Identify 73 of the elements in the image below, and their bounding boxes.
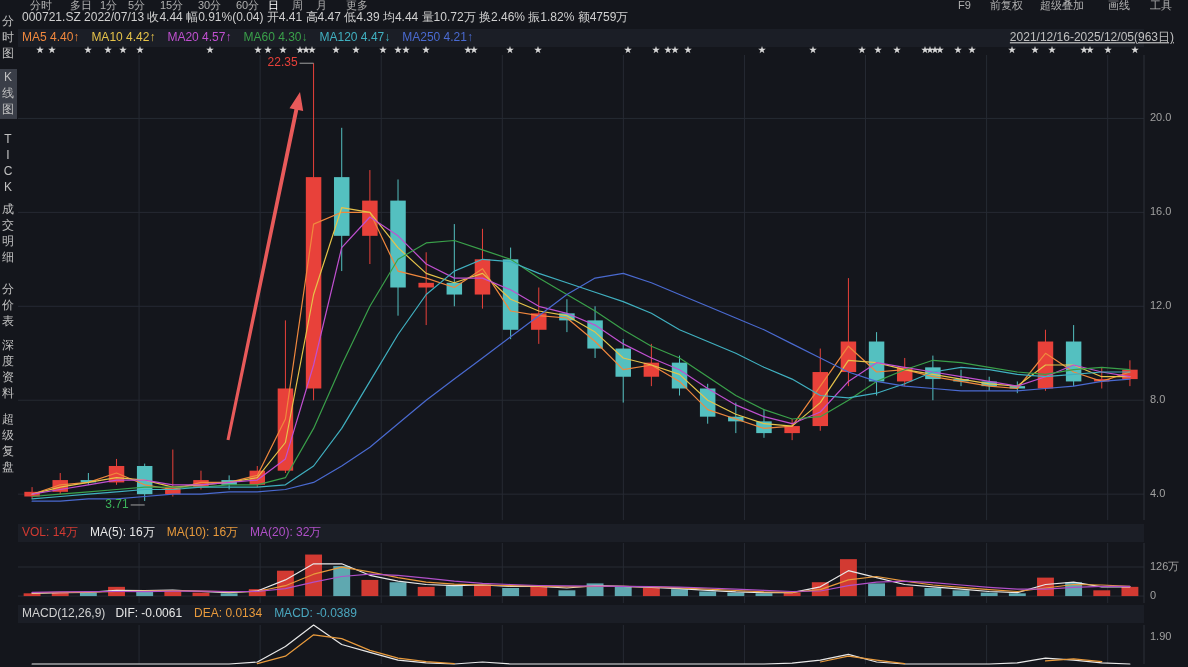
- bar: [333, 566, 351, 597]
- y-tick-label: 126万: [1150, 559, 1180, 572]
- bar: [614, 586, 632, 597]
- text: 更多: [346, 0, 368, 11]
- text: TICK: [3, 132, 13, 195]
- text: 周: [292, 0, 303, 11]
- text: 成交明细: [2, 202, 14, 265]
- bar: [868, 583, 886, 597]
- text: 60分: [236, 0, 260, 11]
- bar: [220, 593, 238, 597]
- text: 分时: [30, 0, 52, 11]
- text: 30分: [198, 0, 222, 11]
- text: 1分: [100, 0, 118, 11]
- annotation: 3.71: [105, 497, 129, 512]
- bar: [642, 588, 660, 597]
- text: VOL: 14万: [22, 525, 79, 540]
- y-tick-label: 4.0: [1150, 487, 1166, 500]
- bar: [1008, 593, 1026, 597]
- text: MA250 4.21↑: [402, 30, 473, 45]
- y-tick-label: 12.0: [1150, 299, 1172, 312]
- candlestick: [418, 251, 434, 326]
- text: 月: [316, 0, 327, 11]
- text: MA(10): 16万: [166, 525, 239, 540]
- text: 分时图: [2, 14, 14, 61]
- bar: [755, 593, 773, 597]
- text: MA5 4.40↑: [22, 30, 80, 45]
- text: MA(5): 16万: [90, 525, 155, 540]
- text: MACD: -0.0389: [274, 606, 358, 621]
- text: 15分: [160, 0, 184, 11]
- y-tick-label: 20.0: [1150, 111, 1172, 124]
- bar: [389, 582, 407, 597]
- text: 多日: [70, 0, 92, 11]
- text: 日: [268, 0, 279, 11]
- line-series: [31, 573, 1131, 593]
- text: 深度资料: [2, 338, 14, 401]
- text: MA60 4.30↓: [243, 30, 308, 45]
- chart-title: MACD(12,26,9): [22, 606, 106, 621]
- chart-title: 000721.SZ 2022/07/13 收4.44 幅0.91%(0.04) 开4.41 高4.47 低4.39 均4.44 量10.72万 换2.46% 振1.82% 额4759万: [22, 10, 629, 25]
- bar: [1121, 586, 1139, 597]
- text: F9: [958, 0, 971, 11]
- text: 1.90: [1150, 629, 1172, 642]
- bar: [445, 585, 463, 597]
- text: MA(20): 32万: [250, 525, 322, 540]
- y-tick-label: 0: [1150, 588, 1157, 601]
- text: 分价表: [1, 282, 14, 329]
- text: K线图: [2, 70, 14, 117]
- chart-subtitle: 2021/12/16-2025/12/05(963日): [1009, 30, 1174, 45]
- bar: [896, 586, 914, 597]
- bar: [361, 579, 379, 597]
- text: 工具: [1150, 0, 1172, 11]
- text: MA120 4.47↓: [319, 30, 391, 45]
- annotation: 22.35: [267, 55, 298, 70]
- text: DIF: -0.0061: [115, 606, 183, 621]
- bar: [699, 591, 717, 597]
- text: 画线: [1108, 0, 1130, 11]
- text: 5分: [128, 0, 146, 11]
- text: 超级复盘: [2, 412, 14, 475]
- bar: [924, 588, 942, 597]
- text: DEA: 0.0134: [194, 606, 263, 621]
- y-tick-label: 16.0: [1150, 205, 1172, 218]
- candlestick: [784, 418, 800, 441]
- y-tick-label: 8.0: [1150, 393, 1166, 406]
- text: 超级叠加: [1040, 0, 1084, 11]
- bar: [502, 588, 520, 597]
- text: MA20 4.57↑: [167, 30, 232, 45]
- bar: [1093, 590, 1111, 597]
- text: 前复权: [990, 0, 1023, 11]
- bar: [558, 590, 576, 597]
- bar: [671, 589, 688, 597]
- bar: [952, 590, 970, 597]
- bar: [305, 554, 323, 597]
- bar: [417, 586, 435, 597]
- text: MA10 4.42↑: [91, 30, 156, 45]
